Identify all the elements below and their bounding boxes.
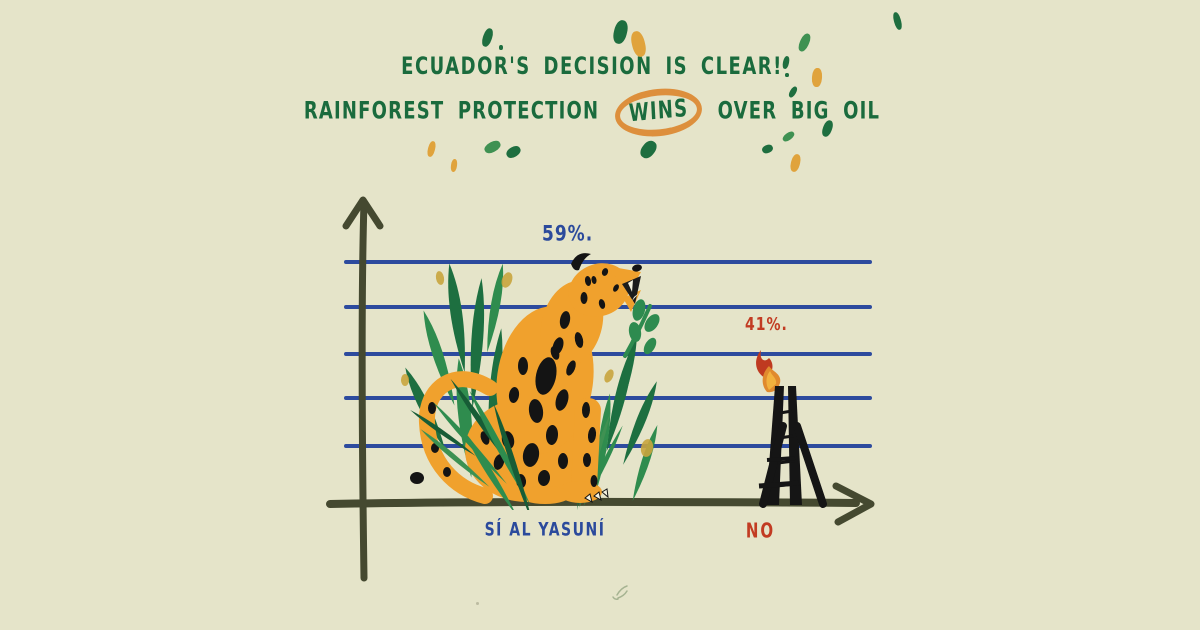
value-label-no: 41%. [745, 315, 788, 335]
gridline [344, 260, 872, 264]
category-label-no: NO [745, 518, 776, 544]
gold-accents [401, 271, 654, 457]
category-label-yes: SÍ AL YASUNÍ [484, 519, 606, 541]
jaguar-illustration [400, 253, 662, 510]
gridline [344, 396, 872, 400]
headline-line2-prefix: RAINFOREST PROTECTION [303, 96, 600, 126]
derrick-flame-icon [756, 350, 781, 393]
faint-scribble-mark [612, 585, 628, 600]
faint-speck [476, 602, 479, 605]
value-label-yes: 59%. [542, 221, 594, 247]
head-sprig [623, 299, 660, 358]
y-axis-arrowhead-icon [342, 196, 384, 230]
x-axis-arrowhead-icon [832, 482, 875, 526]
headline-line2-suffix: OVER BIG OIL [717, 96, 881, 126]
oil-derrick-illustration [756, 350, 827, 508]
jaguar-face [571, 253, 642, 304]
jaguar-claws [584, 488, 609, 504]
derrick-tower [758, 386, 827, 508]
headline-line1: ECUADOR'S DECISION IS CLEAR! [401, 52, 783, 81]
y-axis [358, 198, 368, 582]
headline-line2: RAINFOREST PROTECTION WINS OVER BIG OIL [0, 84, 1184, 141]
gridline [344, 352, 872, 356]
